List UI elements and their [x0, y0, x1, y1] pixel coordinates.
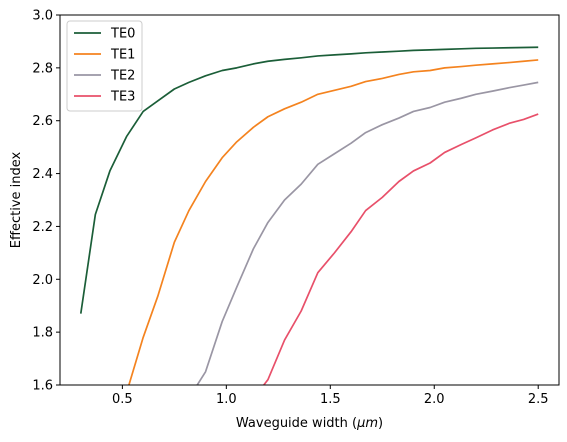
x-axis-label-unit: μm: [356, 416, 378, 431]
y-tick-label: 2.2: [32, 220, 53, 235]
x-tick-label: 1.5: [320, 392, 341, 407]
x-tick-label: 0.5: [112, 392, 133, 407]
y-tick-label: 2.4: [32, 167, 53, 182]
legend: TE0 TE1 TE2 TE3: [66, 20, 143, 112]
y-tick-label: 3.0: [32, 9, 53, 24]
x-axis-label: Waveguide width (μm): [236, 416, 383, 431]
x-axis-label-text: Waveguide width (: [236, 416, 357, 431]
y-axis-label: Effective index: [9, 151, 24, 248]
y-tick-label: 2.8: [32, 61, 53, 76]
y-tick-label: 2.6: [32, 114, 53, 129]
series-line-te2: [196, 81, 539, 385]
x-axis: 0.5 1.0 1.5 2.0 2.5: [112, 385, 549, 407]
y-tick-label: 2.0: [32, 273, 53, 288]
y-tick-label: 1.6: [32, 379, 53, 394]
x-tick-label: 2.0: [424, 392, 445, 407]
legend-entry-label: TE1: [110, 48, 135, 63]
series-layer: [79, 46, 539, 385]
series-line-te3: [263, 113, 539, 385]
legend-entry-label: TE0: [110, 27, 135, 42]
x-axis-label-suffix: ): [378, 416, 383, 431]
legend-entry-label: TE2: [110, 69, 135, 84]
x-tick-label: 1.0: [216, 392, 237, 407]
plot-frame: [59, 14, 560, 386]
legend-box: [66, 20, 143, 112]
x-tick-label: 2.5: [528, 392, 549, 407]
y-tick-label: 1.8: [32, 326, 53, 341]
series-line-te1: [128, 59, 539, 385]
series-line-te0: [79, 46, 539, 314]
legend-entry-label: TE3: [110, 90, 135, 105]
y-axis: 1.6 1.8 2.0 2.2 2.4 2.6 2.8 3.0: [32, 9, 60, 394]
